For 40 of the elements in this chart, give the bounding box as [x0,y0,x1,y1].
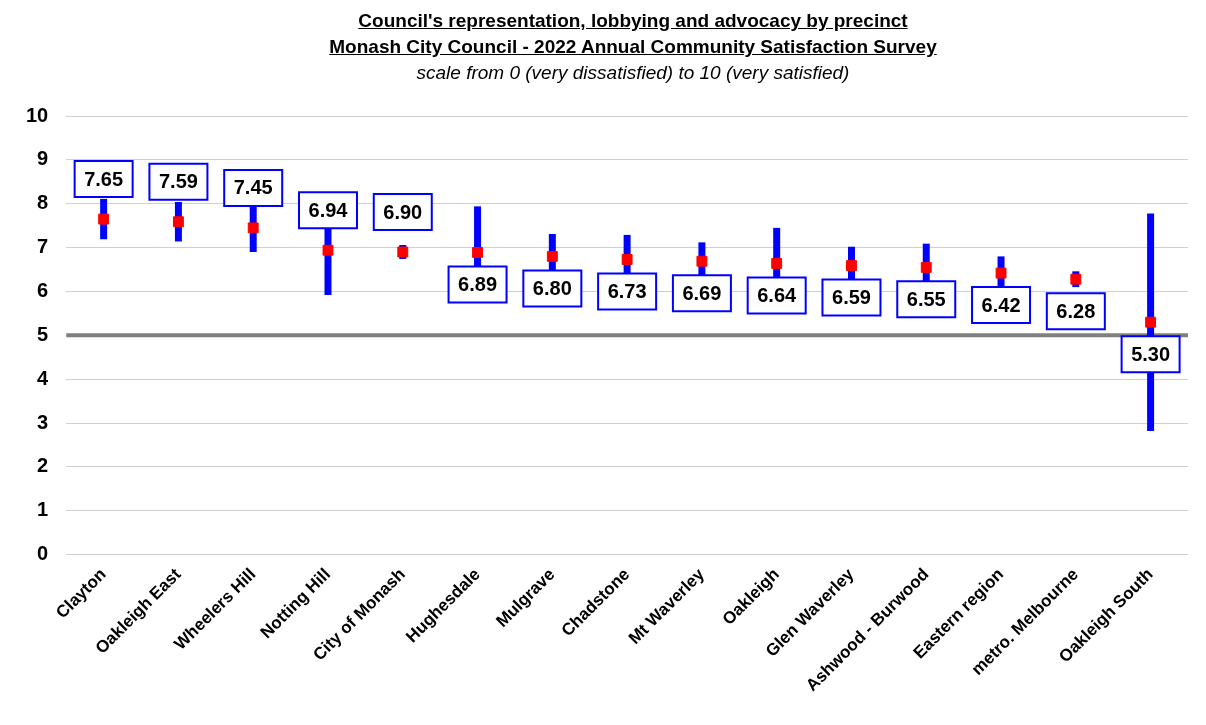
data-label: 6.64 [757,283,798,306]
data-label: 7.65 [84,167,124,190]
y-tick-label: 3 [37,410,49,433]
y-tick-label: 1 [37,498,49,521]
point [1145,316,1157,328]
y-tick-label: 7 [37,235,49,258]
data-label: 6.94 [308,198,349,221]
point [995,267,1007,279]
data-label: 6.73 [607,279,647,302]
chart-subtitle: scale from 0 (very dissatisfied) to 10 (very satisfied) [415,61,851,85]
data-label: 6.80 [532,276,572,299]
y-tick-label: 2 [37,454,49,477]
data-label: 6.69 [682,281,722,304]
point [920,261,932,273]
data-label: 7.59 [158,170,198,193]
data-label: 6.89 [458,272,498,295]
y-tick-label: 6 [37,279,49,302]
point [771,257,783,269]
point [322,244,334,256]
data-label: 6.59 [832,286,871,309]
y-tick-label: 5 [37,322,49,345]
point [546,250,558,262]
data-label: 5.30 [1131,342,1171,365]
point [247,222,259,234]
y-tick-label: 9 [37,147,49,170]
point [696,255,708,267]
y-tick-label: 10 [26,103,49,126]
point [172,216,184,228]
point [846,260,857,272]
point [472,246,484,258]
data-label: 6.28 [1056,299,1096,322]
data-label: 6.55 [906,287,946,310]
y-tick-label: 0 [37,542,49,565]
y-tick-label: 8 [37,191,49,214]
data-label: 6.42 [981,293,1021,316]
data-label: 6.90 [383,200,423,223]
point [621,254,633,265]
y-tick-label: 4 [37,366,50,389]
point [98,213,110,225]
data-label: 7.45 [233,176,273,199]
